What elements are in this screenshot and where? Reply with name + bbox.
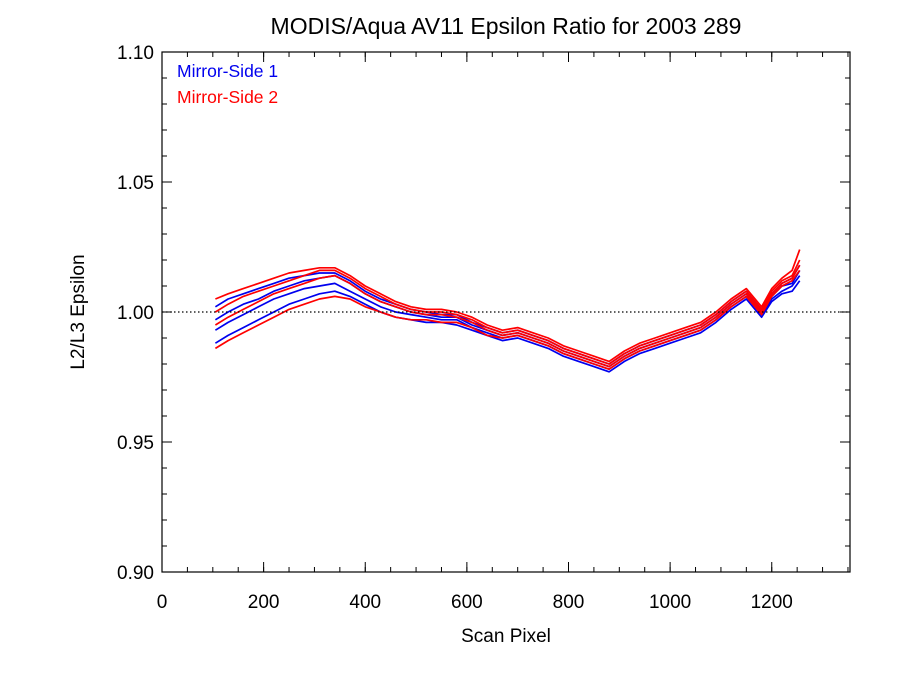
major-ticks (161, 51, 850, 573)
x-tick-label: 0 (157, 592, 168, 613)
series-line-5 (214, 269, 801, 371)
series-line-6 (214, 264, 801, 368)
y-tick-label: 1.00 (117, 303, 154, 324)
series-line-3 (214, 269, 801, 368)
legend-label-mirror-side-2: Mirror-Side 2 (177, 87, 278, 107)
y-tick-label: 1.05 (117, 173, 154, 194)
series-line-7 (214, 259, 801, 365)
legend-label-mirror-side-1: Mirror-Side 1 (177, 61, 278, 81)
x-tick-label: 400 (349, 592, 381, 613)
chart-title: MODIS/Aqua AV11 Epsilon Ratio for 2003 2… (271, 13, 742, 39)
x-tick-label: 1000 (649, 592, 691, 613)
series-line-1 (214, 280, 801, 373)
series-line-8 (215, 249, 801, 363)
x-axis-label: Scan Pixel (461, 626, 551, 647)
x-tick-label: 200 (248, 592, 280, 613)
y-tick-label: 1.10 (117, 43, 154, 64)
y-tick-label: 0.90 (117, 563, 154, 584)
x-tick-label: 800 (553, 592, 585, 613)
legend: Mirror-Side 1 Mirror-Side 2 (177, 61, 278, 107)
x-tick-label: 600 (451, 592, 483, 613)
y-tick-labels: 0.90 0.95 1.00 1.05 1.10 (117, 43, 154, 584)
y-tick-label: 0.95 (117, 433, 154, 454)
x-tick-labels: 0 200 400 600 800 1000 1200 (157, 592, 793, 613)
series-lines (214, 249, 801, 373)
y-axis-label: L2/L3 Epsilon (68, 254, 89, 369)
x-tick-label: 1200 (751, 592, 793, 613)
